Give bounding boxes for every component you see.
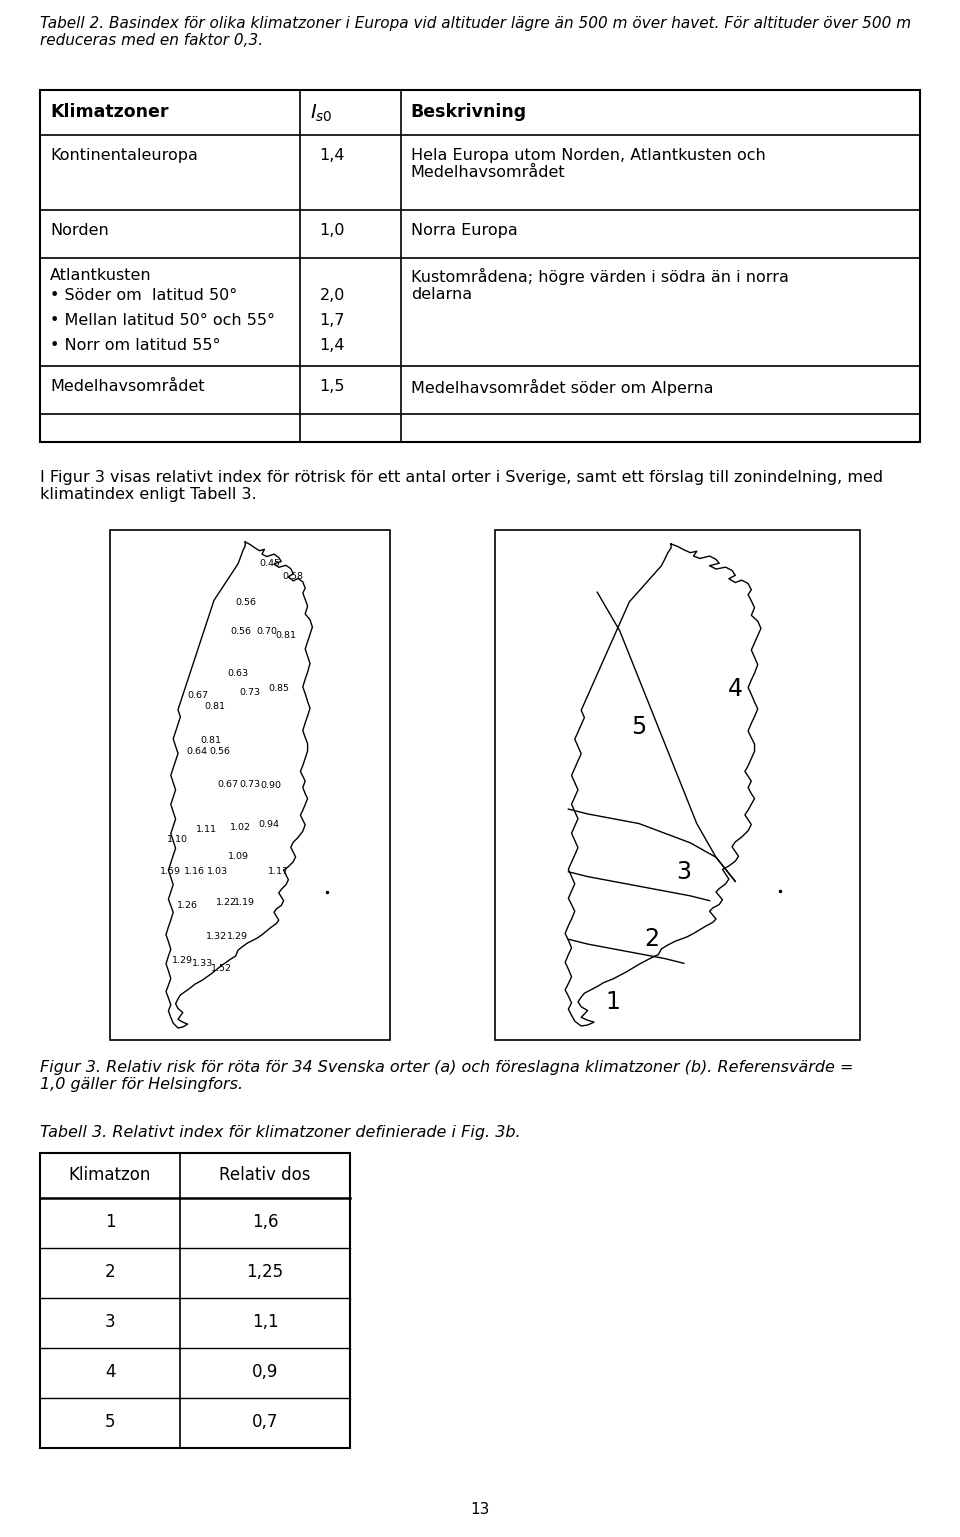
Text: Norden: Norden <box>50 223 108 238</box>
Text: 1: 1 <box>606 990 621 1014</box>
Text: Atlantkusten: Atlantkusten <box>50 267 152 283</box>
Text: 0.45: 0.45 <box>259 559 280 569</box>
Text: 1.29: 1.29 <box>228 931 249 941</box>
Text: 1.29: 1.29 <box>172 956 193 965</box>
Bar <box>110 530 390 1041</box>
Text: • Söder om  latitud 50°: • Söder om latitud 50° <box>50 287 237 303</box>
Text: 3: 3 <box>677 859 691 884</box>
Text: 0.94: 0.94 <box>258 821 279 830</box>
Text: $\mathit{I}_{s0}$: $\mathit{I}_{s0}$ <box>309 103 332 124</box>
Text: 0.81: 0.81 <box>201 736 222 745</box>
Bar <box>495 530 860 1041</box>
Text: 0.81: 0.81 <box>204 702 226 710</box>
Text: 0,7: 0,7 <box>252 1413 278 1431</box>
Text: Klimatzoner: Klimatzoner <box>50 103 169 121</box>
Text: 5: 5 <box>632 715 647 739</box>
Text: 0.56: 0.56 <box>230 627 252 636</box>
Text: 3: 3 <box>105 1313 115 1331</box>
Text: 0,9: 0,9 <box>252 1363 278 1382</box>
Text: Medelhavsområdet: Medelhavsområdet <box>50 380 204 393</box>
Text: Tabell 2. Basindex för olika klimatzoner i Europa vid altituder lägre än 500 m ö: Tabell 2. Basindex för olika klimatzoner… <box>40 15 911 48</box>
Text: Hela Europa utom Norden, Atlantkusten och
Medelhavsområdet: Hela Europa utom Norden, Atlantkusten oc… <box>411 148 765 180</box>
Text: 1,4: 1,4 <box>320 148 345 163</box>
Text: Beskrivning: Beskrivning <box>411 103 527 121</box>
Text: 0.73: 0.73 <box>239 689 260 698</box>
Text: Tabell 3. Relativt index för klimatzoner definierade i Fig. 3b.: Tabell 3. Relativt index för klimatzoner… <box>40 1125 520 1140</box>
Bar <box>40 91 920 443</box>
Text: 5: 5 <box>105 1413 115 1431</box>
Text: 1: 1 <box>105 1213 115 1231</box>
Text: Kontinentaleuropa: Kontinentaleuropa <box>50 148 198 163</box>
Text: Klimatzon: Klimatzon <box>69 1167 151 1183</box>
Text: 0.73: 0.73 <box>239 779 260 788</box>
Text: 1,1: 1,1 <box>252 1313 278 1331</box>
Text: 1.52: 1.52 <box>211 964 232 973</box>
Text: Figur 3. Relativ risk för röta för 34 Svenska orter (a) och föreslagna klimatzon: Figur 3. Relativ risk för röta för 34 Sv… <box>40 1061 853 1093</box>
Text: 1.19: 1.19 <box>234 898 255 907</box>
Text: 1.22: 1.22 <box>216 898 237 907</box>
Text: 0.58: 0.58 <box>282 572 303 581</box>
Text: 2: 2 <box>644 927 660 951</box>
Text: 4: 4 <box>105 1363 115 1382</box>
Text: Medelhavsområdet söder om Alperna: Medelhavsområdet söder om Alperna <box>411 380 713 397</box>
Text: 13: 13 <box>470 1502 490 1517</box>
Text: Norra Europa: Norra Europa <box>411 223 517 238</box>
Text: 1.33: 1.33 <box>192 959 213 968</box>
Text: 0.63: 0.63 <box>228 669 249 678</box>
Text: 4: 4 <box>728 676 743 701</box>
Text: 0.90: 0.90 <box>261 781 282 790</box>
Text: 0.81: 0.81 <box>276 630 297 639</box>
Text: 1,25: 1,25 <box>247 1263 283 1280</box>
Text: 0.85: 0.85 <box>268 684 289 693</box>
Text: 1.10: 1.10 <box>167 835 188 844</box>
Text: 2,0: 2,0 <box>320 287 345 303</box>
Text: 0.56: 0.56 <box>209 747 230 756</box>
Text: 1,7: 1,7 <box>320 314 345 327</box>
Text: 1.32: 1.32 <box>206 931 228 941</box>
Bar <box>40 1153 350 1448</box>
Text: 1.17: 1.17 <box>268 867 289 876</box>
Text: 1,4: 1,4 <box>320 338 345 354</box>
Text: 1.59: 1.59 <box>160 867 181 876</box>
Text: 1.03: 1.03 <box>206 867 228 876</box>
Text: 1.09: 1.09 <box>228 853 249 861</box>
Text: 1.11: 1.11 <box>196 825 217 835</box>
Text: 0.56: 0.56 <box>235 598 256 607</box>
Text: 2: 2 <box>105 1263 115 1280</box>
Text: 1.26: 1.26 <box>177 901 198 910</box>
Text: 0.70: 0.70 <box>256 627 277 636</box>
Text: 1.16: 1.16 <box>184 867 205 876</box>
Text: 1,6: 1,6 <box>252 1213 278 1231</box>
Text: 1,0: 1,0 <box>320 223 345 238</box>
Text: I Figur 3 visas relativt index för rötrisk för ett antal orter i Sverige, samt e: I Figur 3 visas relativt index för rötri… <box>40 470 883 503</box>
Text: • Mellan latitud 50° och 55°: • Mellan latitud 50° och 55° <box>50 314 275 327</box>
Text: Relativ dos: Relativ dos <box>219 1167 311 1183</box>
Text: 0.67: 0.67 <box>187 690 208 699</box>
Text: • Norr om latitud 55°: • Norr om latitud 55° <box>50 338 221 354</box>
Text: 1.02: 1.02 <box>229 824 251 832</box>
Text: Kustområdena; högre värden i södra än i norra
delarna: Kustområdena; högre värden i södra än i … <box>411 267 789 303</box>
Text: 1,5: 1,5 <box>320 380 345 393</box>
Text: 0.67: 0.67 <box>218 779 239 788</box>
Text: 0.64: 0.64 <box>186 747 207 756</box>
